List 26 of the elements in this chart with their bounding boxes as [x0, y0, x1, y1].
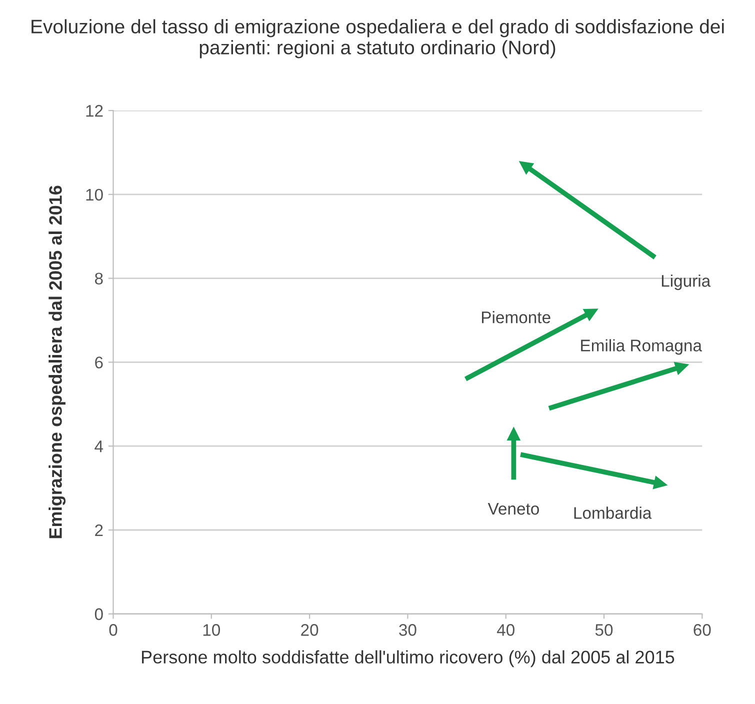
y-tick-label: 12	[86, 104, 103, 117]
y-tick-label: 10	[86, 188, 103, 201]
y-tick-label: 0	[94, 608, 103, 620]
x-tick-label: 10	[203, 624, 220, 636]
point	[674, 362, 690, 376]
y-tick-label: 2	[95, 524, 103, 536]
chart-title: Evoluzione del tasso di emigrazione ospedaliera e del grado di soddisfazione dei pazienti: regioni a statuto ordinario (Nord)	[32, 19, 724, 58]
x-tick-label: 20	[301, 624, 318, 636]
y-axis-title: Emigrazione ospedaliera dal 2005 al 2016	[48, 186, 66, 538]
series-label: Emilia Romagna	[581, 339, 702, 355]
series-label: Liguria	[662, 274, 711, 290]
x-tick-label: 30	[399, 624, 416, 636]
series-label: Veneto	[488, 503, 539, 515]
x-tick-label: 0	[109, 624, 118, 636]
x-tick-label: 60	[694, 624, 711, 636]
series-label: Lombardia	[574, 506, 652, 519]
point	[518, 161, 534, 175]
point	[506, 426, 521, 440]
x-tick-label: 40	[496, 624, 514, 636]
y-tick-label: 8	[94, 272, 103, 285]
x-axis-title: Persone molto soddisfatte dell'ultimo ricovero (%) dal 2005 al 2015	[142, 650, 674, 668]
y-tick-label: 6	[95, 356, 103, 368]
x-tick-label: 50	[595, 624, 613, 636]
series-label: Piemonte	[482, 311, 550, 324]
point	[652, 476, 668, 490]
y-tick-label: 4	[94, 440, 104, 452]
